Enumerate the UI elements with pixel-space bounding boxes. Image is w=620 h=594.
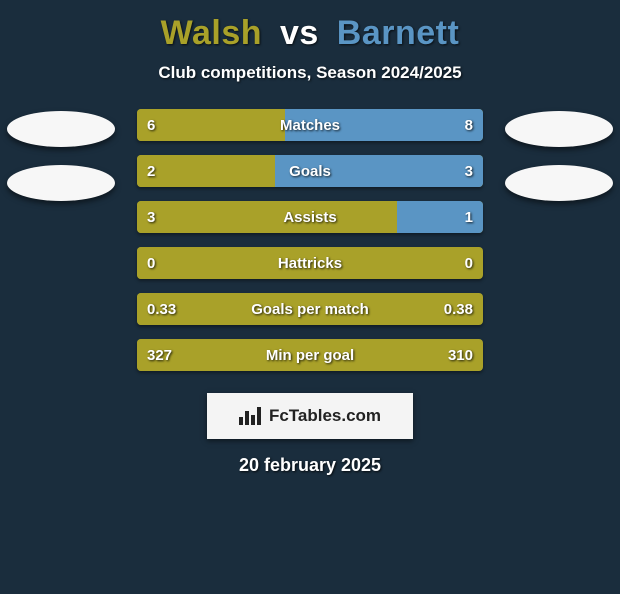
stat-bars: 68Matches23Goals31Assists00Hattricks0.33…	[137, 109, 483, 371]
stat-value-right: 8	[465, 109, 473, 141]
stat-bar-fill-right	[285, 109, 483, 141]
stat-bar: 68Matches	[137, 109, 483, 141]
stat-value-right: 0.38	[444, 293, 473, 325]
stat-value-right: 1	[465, 201, 473, 233]
subtitle: Club competitions, Season 2024/2025	[0, 63, 620, 83]
stat-bar: 0.330.38Goals per match	[137, 293, 483, 325]
stat-value-left: 327	[147, 339, 172, 371]
stat-bar-fill-left	[137, 109, 285, 141]
stat-value-right: 3	[465, 155, 473, 187]
stat-value-left: 6	[147, 109, 155, 141]
title-player1: Walsh	[161, 14, 262, 52]
player1-photos	[1, 109, 121, 201]
stat-bar-fill-left	[137, 247, 310, 279]
stat-value-left: 0.33	[147, 293, 176, 325]
source-badge: FcTables.com	[207, 393, 413, 439]
stat-bar-fill-left	[137, 201, 397, 233]
stat-value-left: 3	[147, 201, 155, 233]
stat-bar: 31Assists	[137, 201, 483, 233]
player2-photos	[499, 109, 619, 201]
source-badge-text: FcTables.com	[269, 406, 381, 426]
comparison-block: 68Matches23Goals31Assists00Hattricks0.33…	[0, 109, 620, 371]
stat-value-right: 0	[465, 247, 473, 279]
stat-bar-fill-left	[137, 155, 275, 187]
stat-value-right: 310	[448, 339, 473, 371]
stat-bar: 23Goals	[137, 155, 483, 187]
player-photo	[505, 165, 613, 201]
title-vs: vs	[280, 14, 319, 52]
stat-value-left: 0	[147, 247, 155, 279]
player-photo	[505, 111, 613, 147]
stat-value-left: 2	[147, 155, 155, 187]
stat-bar-fill-right	[275, 155, 483, 187]
player-photo	[7, 165, 115, 201]
stat-bar: 00Hattricks	[137, 247, 483, 279]
date-text: 20 february 2025	[0, 455, 620, 476]
stat-bar: 327310Min per goal	[137, 339, 483, 371]
player-photo	[7, 111, 115, 147]
title-player2: Barnett	[337, 14, 460, 52]
page-title: Walsh vs Barnett	[0, 14, 620, 53]
bar-chart-icon	[239, 407, 261, 425]
